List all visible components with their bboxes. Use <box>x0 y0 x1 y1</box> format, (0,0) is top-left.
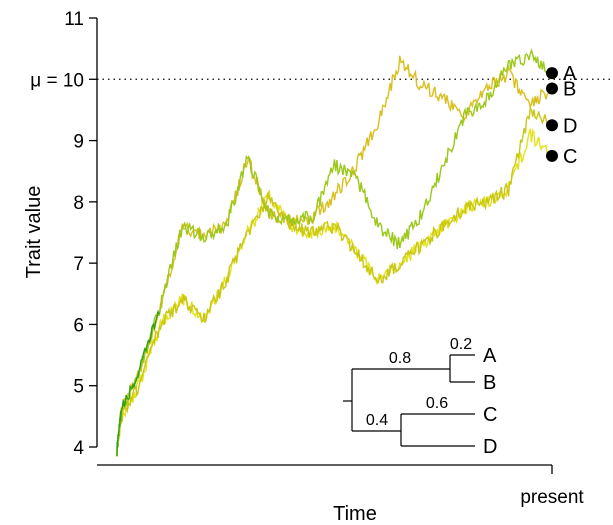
tip-point-C <box>546 149 558 162</box>
tip-label-C: C <box>563 146 577 168</box>
tree-branch-length: 0.4 <box>366 412 388 429</box>
tree-branch-length: 0.2 <box>450 336 472 353</box>
y-tick-label: 6 <box>73 315 84 336</box>
mu-reference-label: μ = 10 <box>30 70 84 91</box>
tip-label-D: D <box>563 115 577 137</box>
trait-path-A <box>116 47 553 457</box>
tree-tip-D: D <box>483 436 497 458</box>
tree-branch-length: 0.6 <box>426 395 448 412</box>
tree-tip-A: A <box>483 345 497 367</box>
x-axis-end-label: present <box>520 487 584 508</box>
trait-path-D <box>116 106 553 457</box>
tip-point-A <box>546 67 558 80</box>
y-tick-label: 7 <box>73 254 84 275</box>
tip-point-B <box>546 82 558 95</box>
y-tick-label: 5 <box>73 377 84 398</box>
x-axis-title: Time <box>333 503 377 525</box>
tip-points: AB CD <box>546 63 577 168</box>
y-tick-label: 9 <box>73 132 84 153</box>
y-tick-label: 4 <box>73 438 84 459</box>
y-tick-label: 11 <box>64 9 84 30</box>
tip-label-B: B <box>563 78 576 100</box>
trait-path-B <box>116 55 553 457</box>
tip-point-D <box>546 119 558 132</box>
tip-label-A: A <box>563 63 577 85</box>
tree-tip-B: B <box>483 372 496 394</box>
trait-paths <box>116 47 553 457</box>
y-axis-title: Trait value <box>23 186 45 279</box>
tree-tip-C: C <box>483 404 497 426</box>
tree-branch-length: 0.8 <box>389 350 411 367</box>
y-tick-label: 8 <box>73 193 84 214</box>
y-axis: 4 5 6 7 8 9 11 <box>64 9 98 459</box>
trait-path-root <box>116 309 160 456</box>
